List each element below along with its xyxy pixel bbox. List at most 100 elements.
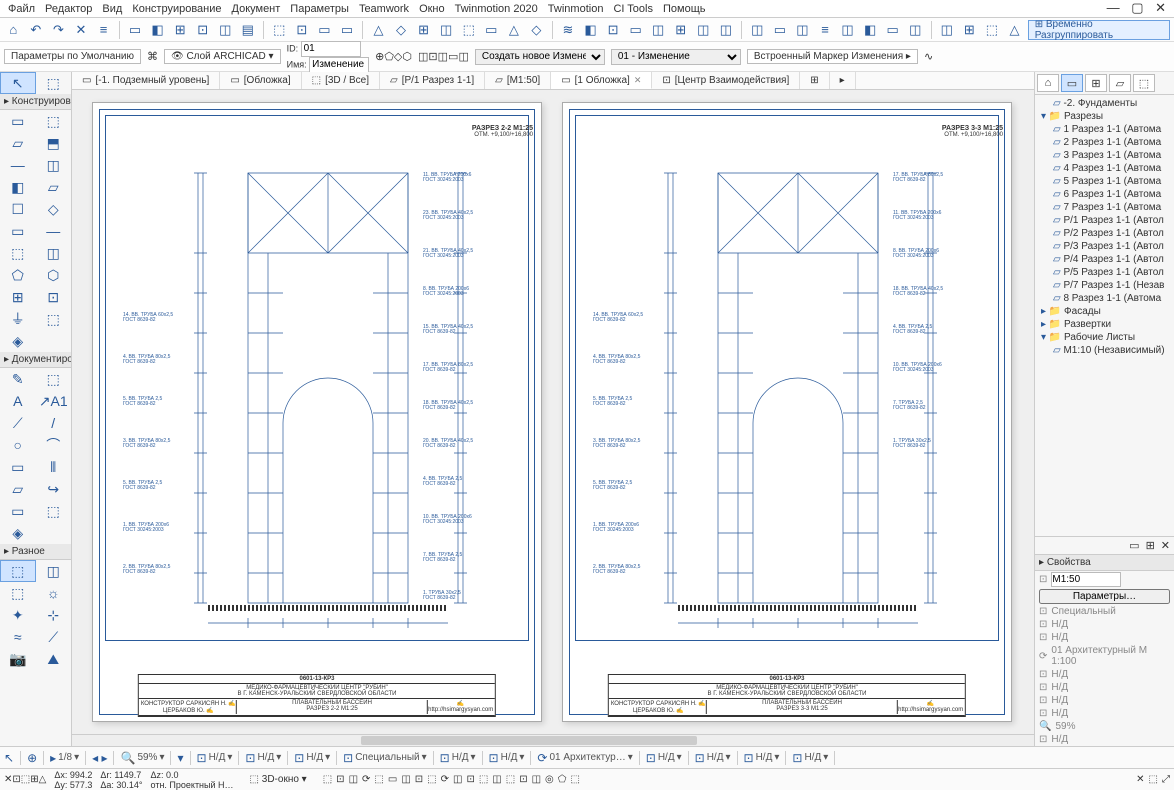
view-option-14[interactable]: ⬚ — [506, 774, 515, 785]
close-icon[interactable]: ✕ — [634, 75, 642, 86]
tool-3-4[interactable]: ✦ — [0, 604, 36, 626]
nav-tab-3[interactable]: ▱ — [1109, 74, 1131, 92]
toolbar-button-40[interactable]: ⊞ — [960, 20, 979, 40]
coord-btn-4[interactable]: △ — [39, 774, 47, 785]
tool-2-0[interactable]: ✎ — [0, 368, 36, 390]
view-option-0[interactable]: ⬚ — [323, 774, 332, 785]
3d-window-button[interactable]: ⬚ 3D-окно ▾ — [250, 774, 307, 785]
tab-6[interactable]: ⊡[Центр Взаимодействия] — [652, 72, 800, 89]
tree-node[interactable]: Р/2 Разрез 1-1 (Автол — [1037, 227, 1172, 240]
marker-selector[interactable]: Встроенный Маркер Изменения ▸ — [747, 49, 918, 64]
toolbar-button-4[interactable]: ≡ — [94, 20, 113, 40]
name-input[interactable] — [309, 57, 369, 73]
shape-icon-3[interactable]: ⬡ — [402, 51, 412, 63]
tool-2-6[interactable]: ○ — [0, 434, 36, 456]
tool-2-14[interactable]: ◈ — [0, 522, 36, 544]
toolbar-button-16[interactable]: ◇ — [392, 20, 411, 40]
status-item-11[interactable]: ⊡Н/Д ▾ — [489, 751, 525, 765]
tree-footer-icon[interactable]: ✕ — [1161, 539, 1170, 552]
toolbar-button-29[interactable]: ◫ — [694, 20, 713, 40]
toolbar-button-2[interactable]: ↷ — [49, 20, 68, 40]
tool-2-9[interactable]: ⫴ — [36, 456, 72, 478]
toolbar-button-27[interactable]: ◫ — [649, 20, 668, 40]
tool-2-15[interactable] — [36, 522, 72, 544]
tool-1-7[interactable]: ▱ — [36, 176, 72, 198]
toolbar-button-7[interactable]: ⊞ — [171, 20, 190, 40]
toolbar-button-14[interactable]: ▭ — [338, 20, 357, 40]
menu-document[interactable]: Документ — [232, 3, 281, 15]
tool-1-2[interactable]: ▱ — [0, 132, 36, 154]
tool-1-5[interactable]: ◫ — [36, 154, 72, 176]
toolbar-button-33[interactable]: ◫ — [793, 20, 812, 40]
tree-node[interactable]: Р/4 Разрез 1-1 (Автол — [1037, 253, 1172, 266]
tab-0[interactable]: ▭[-1. Подземный уровень] — [72, 72, 220, 89]
tree-node[interactable]: Разрезы — [1037, 110, 1172, 123]
menu-file[interactable]: Файл — [8, 3, 35, 15]
tree-node[interactable]: Рабочие Листы — [1037, 331, 1172, 344]
tool-2-11[interactable]: ↪ — [36, 478, 72, 500]
shape-icon-1[interactable]: ⬠ — [384, 51, 394, 63]
tree-node[interactable]: -2. Фундаменты — [1037, 97, 1172, 110]
tool-1-18[interactable]: ⏚ — [0, 308, 36, 330]
coord-far-2[interactable]: ⤢ — [1162, 774, 1170, 785]
view-option-17[interactable]: ◎ — [545, 774, 554, 785]
coord-btn-3[interactable]: ⊞ — [30, 774, 38, 785]
tree-node[interactable]: 2 Разрез 1-1 (Автома — [1037, 136, 1172, 149]
view-option-5[interactable]: ▭ — [388, 774, 397, 785]
menu-view[interactable]: Вид — [102, 3, 122, 15]
tool-1-3[interactable]: ⬒ — [36, 132, 72, 154]
menu-teamwork[interactable]: Teamwork — [359, 3, 409, 15]
view-option-1[interactable]: ⊡ — [336, 774, 344, 785]
nav-tab-0[interactable]: ⌂ — [1037, 74, 1059, 92]
menu-design[interactable]: Конструирование — [132, 3, 221, 15]
tool-1-17[interactable]: ⊡ — [36, 286, 72, 308]
tool-3-1[interactable]: ◫ — [36, 560, 72, 582]
view-option-12[interactable]: ⬚ — [479, 774, 488, 785]
tool-3-0[interactable]: ⬚ — [0, 560, 36, 582]
menu-twinmotion[interactable]: Twinmotion — [548, 3, 604, 15]
tool-1-11[interactable]: — — [36, 220, 72, 242]
status-item-4[interactable]: 🔍59% ▾ — [120, 751, 164, 765]
tab-3[interactable]: ▱[Р/1 Разрез 1-1] — [380, 72, 485, 89]
toolbar-button-22[interactable]: ◇ — [527, 20, 546, 40]
toolbar-button-42[interactable]: △ — [1005, 20, 1024, 40]
infobox-icon-2[interactable]: ◫ — [438, 51, 448, 63]
tool-2-3[interactable]: ↗A1 — [36, 390, 72, 412]
view-option-18[interactable]: ⬠ — [558, 774, 567, 785]
toolbar-button-41[interactable]: ⬚ — [983, 20, 1002, 40]
view-option-4[interactable]: ⬚ — [374, 774, 383, 785]
menu-citools[interactable]: CI Tools — [613, 3, 653, 15]
tool-1-12[interactable]: ⬚ — [0, 242, 36, 264]
tab-overflow[interactable]: ⊞ — [800, 72, 829, 89]
nav-tab-4[interactable]: ⬚ — [1133, 74, 1155, 92]
navigator-tree[interactable]: -2. ФундаментыРазрезы1 Разрез 1-1 (Автом… — [1035, 95, 1174, 536]
tab-overflow[interactable]: ▸ — [830, 72, 856, 89]
toolbar-button-28[interactable]: ⊞ — [671, 20, 690, 40]
tool-0-1[interactable]: ⬚ — [36, 72, 72, 94]
view-option-2[interactable]: ◫ — [349, 774, 358, 785]
coord-far-1[interactable]: ⬚ — [1149, 774, 1158, 785]
toolbar-button-20[interactable]: ▭ — [482, 20, 501, 40]
toolbar-button-3[interactable]: ✕ — [72, 20, 91, 40]
tool-1-15[interactable]: ⬡ — [36, 264, 72, 286]
tool-3-9[interactable]: ⛰ — [36, 648, 72, 670]
status-item-3[interactable]: ◂ ▸ — [92, 751, 107, 765]
tree-node[interactable]: 3 Разрез 1-1 (Автома — [1037, 149, 1172, 162]
tool-1-8[interactable]: ☐ — [0, 198, 36, 220]
view-option-16[interactable]: ◫ — [532, 774, 541, 785]
toolbar-button-37[interactable]: ▭ — [883, 20, 902, 40]
tool-2-12[interactable]: ▭ — [0, 500, 36, 522]
tool-3-6[interactable]: ≈ — [0, 626, 36, 648]
status-item-7[interactable]: ⊡Н/Д ▾ — [245, 751, 281, 765]
tool-1-20[interactable]: ◈ — [0, 330, 36, 352]
view-option-8[interactable]: ⬚ — [427, 774, 436, 785]
temp-ungroup-button[interactable]: ⊞ Временно Разгруппировать — [1028, 20, 1170, 40]
view-option-3[interactable]: ⟳ — [362, 774, 370, 785]
status-item-13[interactable]: ⊡Н/Д ▾ — [646, 751, 682, 765]
tool-1-13[interactable]: ◫ — [36, 242, 72, 264]
tool-2-1[interactable]: ⬚ — [36, 368, 72, 390]
status-item-9[interactable]: ⊡Специальный ▾ — [343, 751, 427, 765]
status-item-8[interactable]: ⊡Н/Д ▾ — [294, 751, 330, 765]
tool-1-4[interactable]: — — [0, 154, 36, 176]
tool-1-1[interactable]: ⬚ — [36, 110, 72, 132]
